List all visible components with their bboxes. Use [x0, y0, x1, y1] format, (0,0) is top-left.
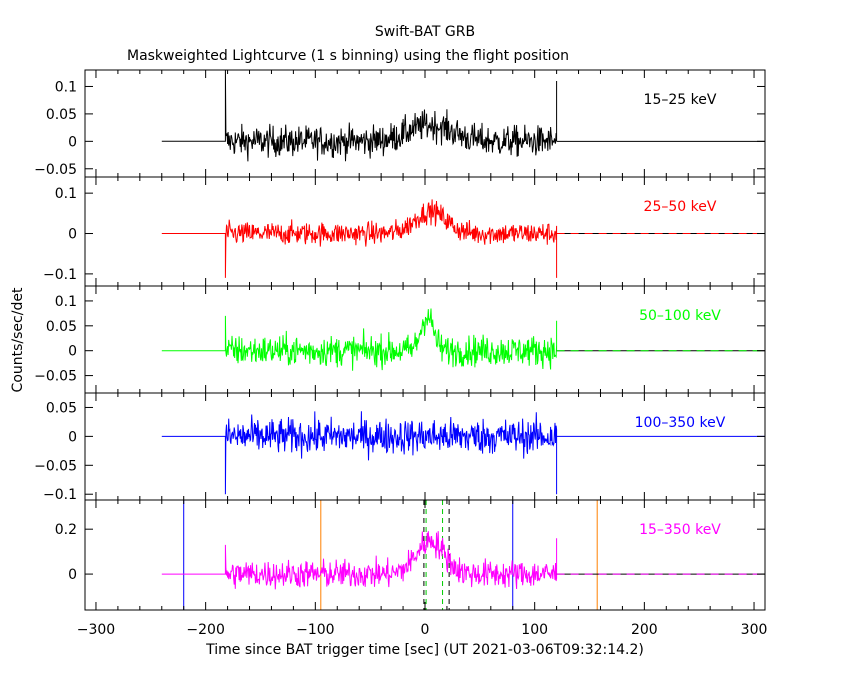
y-tick-label-1-3: 0.05	[46, 107, 77, 123]
chart-subtitle: Maskweighted Lightcurve (1 s binning) us…	[127, 48, 569, 64]
y-tick-label-3-3: 0.05	[46, 319, 77, 335]
panel-label-1: 15–25 keV	[644, 92, 717, 108]
series-line-2	[161, 199, 558, 278]
y-tick-label-2-2: 0	[68, 227, 77, 243]
series-line-4	[161, 411, 558, 495]
y-tick-label-3-2: 0	[68, 344, 77, 360]
panel-2: −0.1 0 0.1 25–50 keV	[43, 176, 766, 287]
y-tick-label-4-1: −0.1	[43, 487, 77, 503]
y-tick-label-2-1: −0.1	[43, 267, 77, 283]
y-tick-label-1-4: 0.1	[55, 79, 77, 95]
panel-frame-5	[84, 499, 766, 611]
x-tick-label-7: 300	[741, 622, 768, 638]
y-tick-label-5-1: 0	[68, 567, 77, 583]
chart-title: Swift-BAT GRB	[375, 24, 475, 40]
x-tick-label-3: −100	[296, 622, 334, 638]
x-tick-label-4: 0	[421, 622, 430, 638]
panel-3: −0.05 0 0.05 0.1 50–100 keV	[34, 285, 766, 394]
y-tick-label-1-1: −0.05	[34, 162, 77, 178]
series-line-5	[161, 531, 558, 590]
x-tick-label-2: −200	[186, 622, 224, 638]
panel-label-3: 50–100 keV	[639, 308, 721, 324]
y-tick-label-4-4: 0.05	[46, 400, 77, 416]
series-line-3	[161, 308, 558, 371]
y-tick-label-2-3: 0.1	[55, 186, 77, 202]
x-axis: −300 −200 −100 0 100 200 300	[77, 622, 768, 638]
y-tick-label-4-3: 0	[68, 429, 77, 445]
panel-frame-2	[84, 176, 766, 287]
x-tick-label-1: −300	[77, 622, 115, 638]
panel-label-4: 100–350 keV	[635, 415, 726, 431]
y-tick-label-3-1: −0.05	[34, 369, 77, 385]
y-tick-label-3-4: 0.1	[55, 294, 77, 310]
x-axis-label: Time since BAT trigger time [sec] (UT 20…	[205, 642, 644, 658]
panel-4: −0.1 −0.05 0 0.05 100–350 keV	[34, 392, 766, 503]
y-tick-label-5-2: 0.2	[55, 522, 77, 538]
y-axis-label: Counts/sec/det	[10, 287, 26, 392]
x-tick-label-5: 100	[521, 622, 548, 638]
y-tick-label-1-2: 0	[68, 134, 77, 150]
panel-1: −0.05 0 0.05 0.1 15–25 keV	[34, 69, 766, 178]
panel-5: 0 0.2 15–350 keV	[55, 499, 766, 611]
series-line-1	[161, 69, 558, 162]
panel-label-2: 25–50 keV	[644, 199, 717, 215]
y-tick-label-4-2: −0.05	[34, 458, 77, 474]
x-tick-label-6: 200	[631, 622, 658, 638]
panel-frame-3	[84, 285, 766, 394]
panel-label-5: 15–350 keV	[639, 522, 721, 538]
